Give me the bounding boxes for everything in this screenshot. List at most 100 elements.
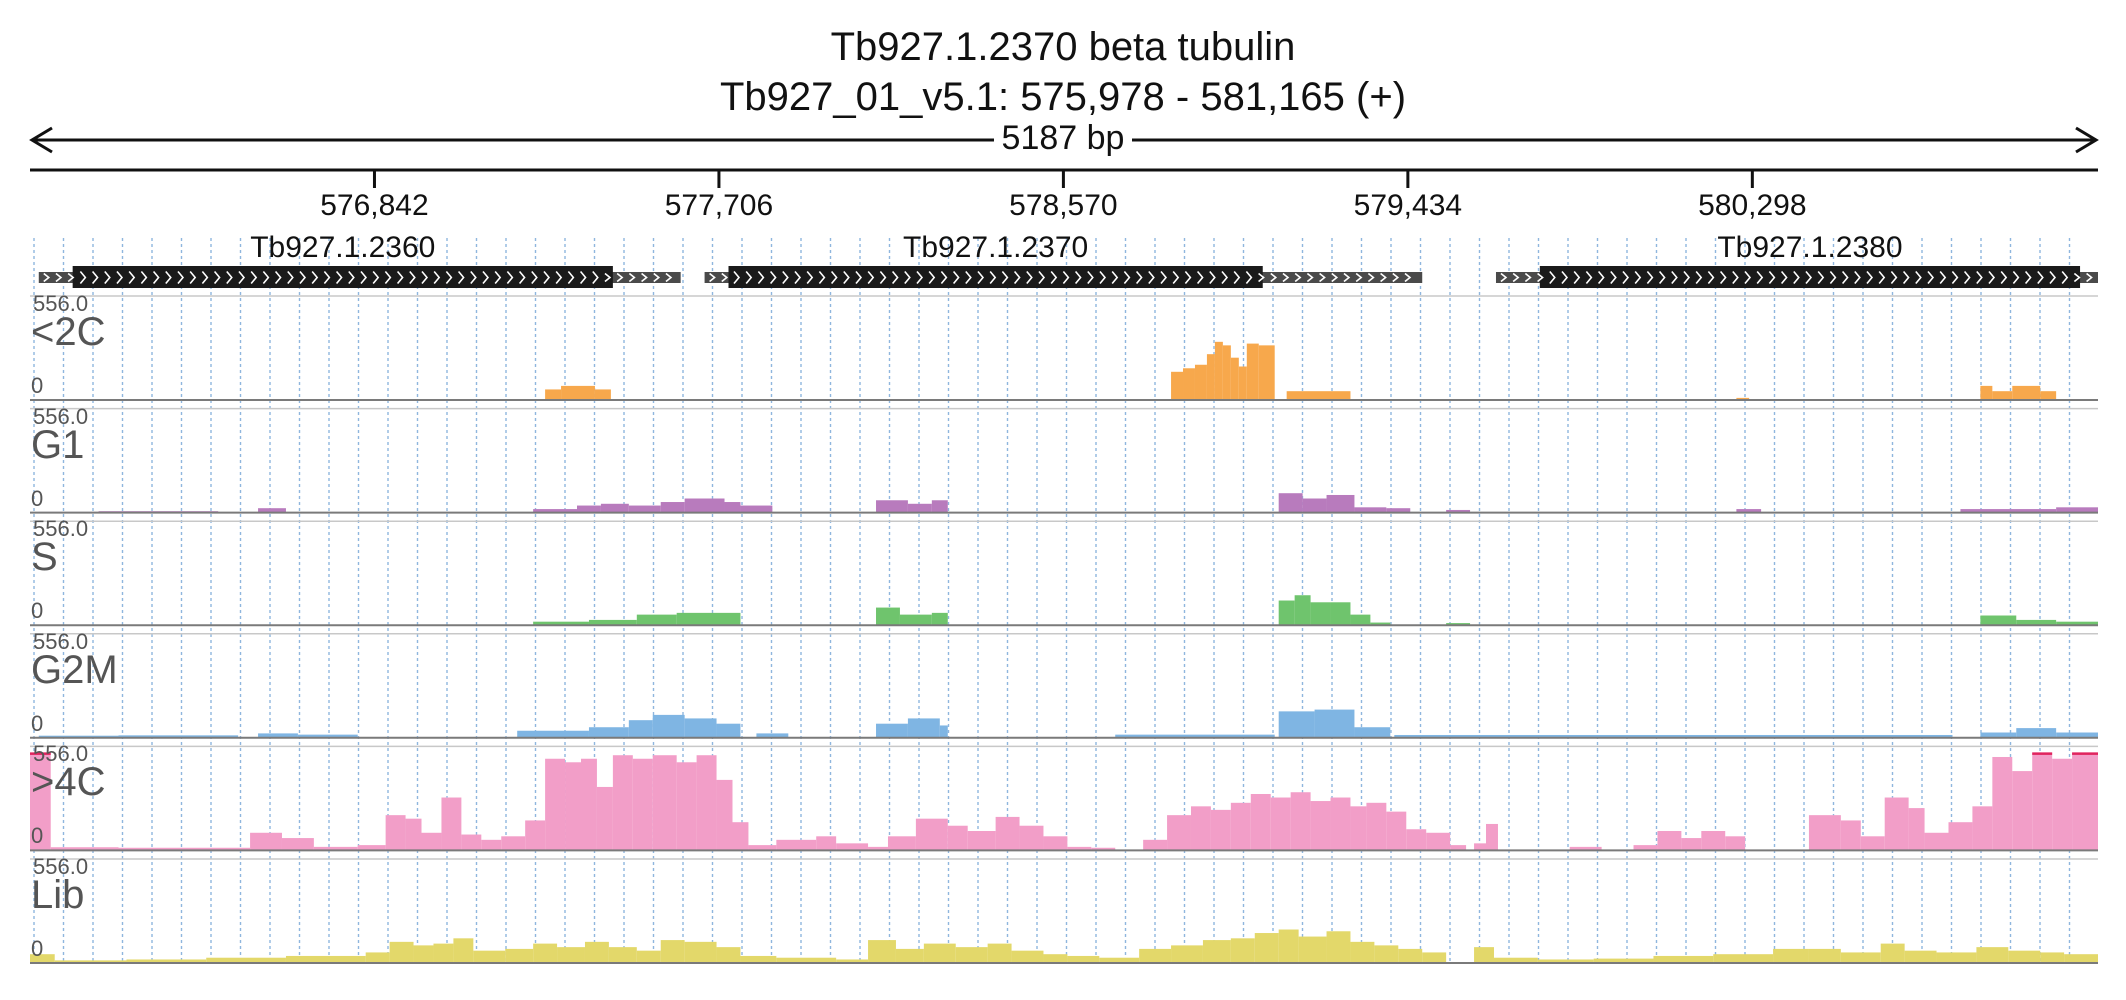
coverage-bar — [995, 816, 1020, 851]
ruler-tick-label: 576,842 — [320, 189, 429, 222]
coverage-bar — [1350, 614, 1371, 626]
strand-arrow — [1537, 272, 1544, 283]
coverage-bar — [732, 822, 749, 851]
strand-arrow — [1622, 270, 1630, 285]
strand-arrow — [904, 270, 911, 285]
coverage-bar — [2056, 507, 2098, 513]
strand-arrow — [1951, 270, 1959, 285]
coverage-bar — [1633, 845, 1658, 851]
strand-arrow — [2024, 270, 2032, 285]
coverage-bar — [594, 389, 611, 400]
coverage-bar — [545, 389, 562, 400]
coverage-bar — [628, 505, 661, 513]
track-max-label: 556.0 — [33, 516, 89, 542]
coverage-bar — [1278, 929, 1299, 963]
strand-arrow — [262, 270, 270, 285]
strand-arrow — [1233, 270, 1241, 285]
coverage-bar — [836, 959, 869, 963]
strand-arrow — [843, 270, 850, 285]
strand-arrow — [1524, 272, 1532, 283]
coverage-bar — [577, 505, 601, 513]
strand-arrow — [1756, 270, 1764, 285]
strand-arrow — [1829, 270, 1837, 285]
coverage-bar — [461, 834, 482, 851]
coverage-bar — [1725, 836, 1746, 851]
coverage-bar — [876, 723, 908, 738]
coverage-bar — [557, 947, 585, 963]
strand-arrow — [1404, 272, 1412, 283]
coverage-bar — [1278, 711, 1315, 738]
strand-arrow — [1380, 272, 1387, 283]
coverage-bar — [923, 943, 956, 963]
coverage-bar — [776, 957, 837, 963]
strand-arrow — [555, 270, 563, 285]
coverage-bar — [740, 955, 777, 963]
strand-arrow — [916, 270, 924, 285]
gene-label: Tb927.1.2370 — [903, 231, 1089, 264]
strand-arrow — [1500, 272, 1508, 283]
coverage-bar — [1386, 811, 1407, 851]
strand-arrow — [2000, 270, 2008, 285]
strand-arrow — [409, 270, 416, 285]
strand-arrow — [384, 270, 392, 285]
coverage-bar — [118, 735, 239, 738]
span-length-text: 5187 bp — [993, 119, 1133, 157]
coverage-bar — [2012, 771, 2033, 851]
coverage-bar — [1330, 602, 1351, 626]
coverage-bar — [931, 500, 948, 513]
strand-arrow — [1001, 270, 1009, 285]
coverage-bar — [1250, 793, 1271, 851]
strand-arrow — [1172, 270, 1180, 285]
coverage-bar — [684, 498, 725, 513]
strand-arrow — [140, 270, 148, 285]
coverage-bar — [1183, 368, 1195, 400]
strand-arrow — [721, 272, 729, 283]
strand-arrow — [1160, 270, 1168, 285]
coverage-tracks — [30, 295, 2098, 964]
coverage-bar — [1976, 947, 2009, 963]
coverage-bar — [1139, 948, 1172, 963]
coverage-bar — [899, 614, 932, 626]
coverage-track — [30, 745, 2098, 852]
coverage-bar — [1143, 839, 1168, 851]
track-name: >4C — [31, 760, 106, 805]
coverage-bar — [1808, 815, 1841, 851]
gene-label: Tb927.1.2380 — [1717, 231, 1903, 264]
coverage-bar — [947, 825, 968, 851]
coverage-bar — [385, 815, 406, 851]
coverage-bar — [1230, 938, 1255, 963]
strand-arrow — [1319, 272, 1326, 283]
coverage-bar — [868, 846, 888, 851]
strand-arrow — [67, 272, 75, 283]
coverage-bar — [915, 818, 948, 851]
coverage-bar — [1091, 847, 1116, 851]
coverage-bar — [1246, 343, 1259, 400]
track-max-label: 556.0 — [33, 628, 89, 654]
strand-arrow — [152, 270, 160, 285]
coverage-bar — [453, 938, 474, 963]
strand-arrow — [421, 270, 429, 285]
ruler-tick-label: 578,570 — [1009, 189, 1118, 222]
strand-arrow — [2037, 270, 2044, 285]
coverage-bar — [1736, 509, 1762, 513]
coverage-bar — [588, 727, 629, 738]
gene-model — [1495, 266, 2098, 288]
coverage-bar — [1210, 809, 1231, 851]
strand-arrow — [1646, 270, 1654, 285]
coverage-bar — [608, 947, 637, 963]
coverage-bar — [1270, 797, 1291, 851]
cds-bar — [72, 266, 613, 288]
coverage-bar — [1278, 493, 1303, 513]
strand-arrow — [323, 270, 331, 285]
coverage-bar — [1474, 947, 1494, 963]
coverage-bar — [1350, 806, 1367, 851]
coverage-bar — [1808, 948, 1841, 963]
coverage-bar — [433, 943, 454, 963]
strand-arrow — [55, 272, 63, 283]
strand-arrow — [104, 270, 111, 285]
strand-arrow — [1099, 270, 1107, 285]
strand-arrow — [1245, 270, 1253, 285]
strand-arrow — [1123, 270, 1131, 285]
strand-arrow — [1306, 272, 1314, 283]
coverage-bar — [1422, 952, 1447, 963]
